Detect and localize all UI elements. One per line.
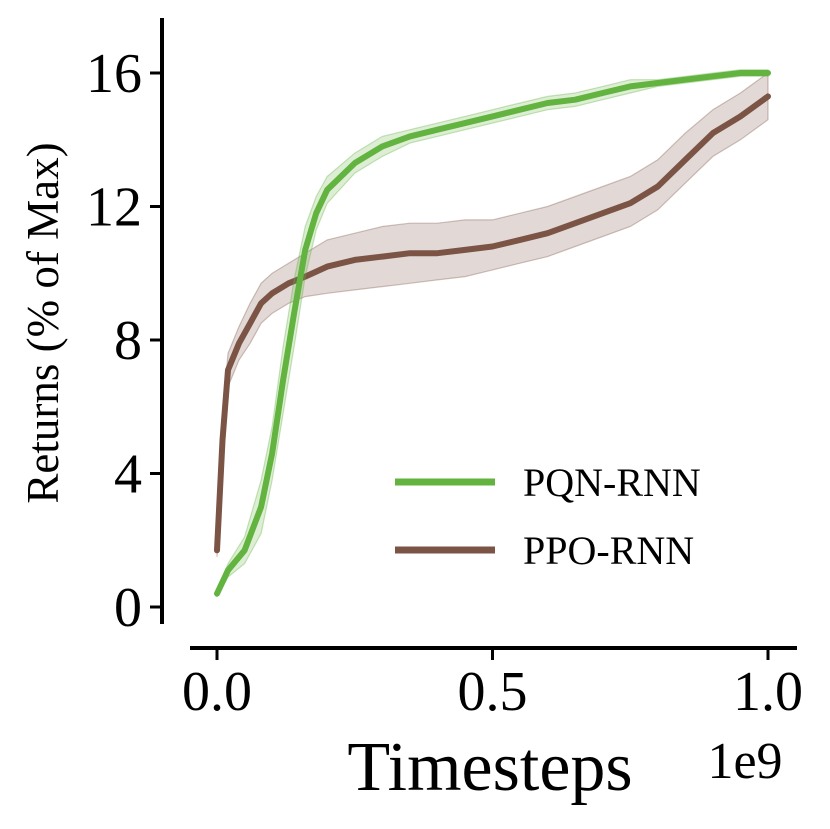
- line-pqn-rnn: [214, 70, 771, 597]
- x-axis-title: Timesteps: [347, 729, 632, 806]
- y-tick-label: 12: [86, 177, 142, 239]
- legend-label-pqn-rnn: PQN-RNN: [523, 460, 701, 505]
- series-layer: [214, 69, 771, 598]
- legend-label-ppo-rnn: PPO-RNN: [523, 528, 694, 573]
- x-tick-label: 0.5: [458, 661, 528, 723]
- y-tick-label: 4: [114, 444, 142, 506]
- y-ticks: 0 4 8 12 16: [86, 43, 162, 639]
- x-ticks: 0.0 0.5 1.0: [182, 648, 803, 723]
- x-tick-label: 0.0: [182, 661, 252, 723]
- y-tick-label: 0: [114, 577, 142, 639]
- band-pqn-rnn: [216, 69, 769, 598]
- y-tick-label: 16: [86, 43, 142, 105]
- y-axis-title: Returns (% of Max): [18, 142, 68, 503]
- x-axis-scale-label: 1e9: [707, 733, 782, 790]
- legend: PQN-RNN PPO-RNN: [395, 460, 701, 573]
- line-ppo-rnn: [214, 93, 771, 554]
- y-tick-label: 8: [114, 310, 142, 372]
- x-tick-label: 1.0: [733, 661, 803, 723]
